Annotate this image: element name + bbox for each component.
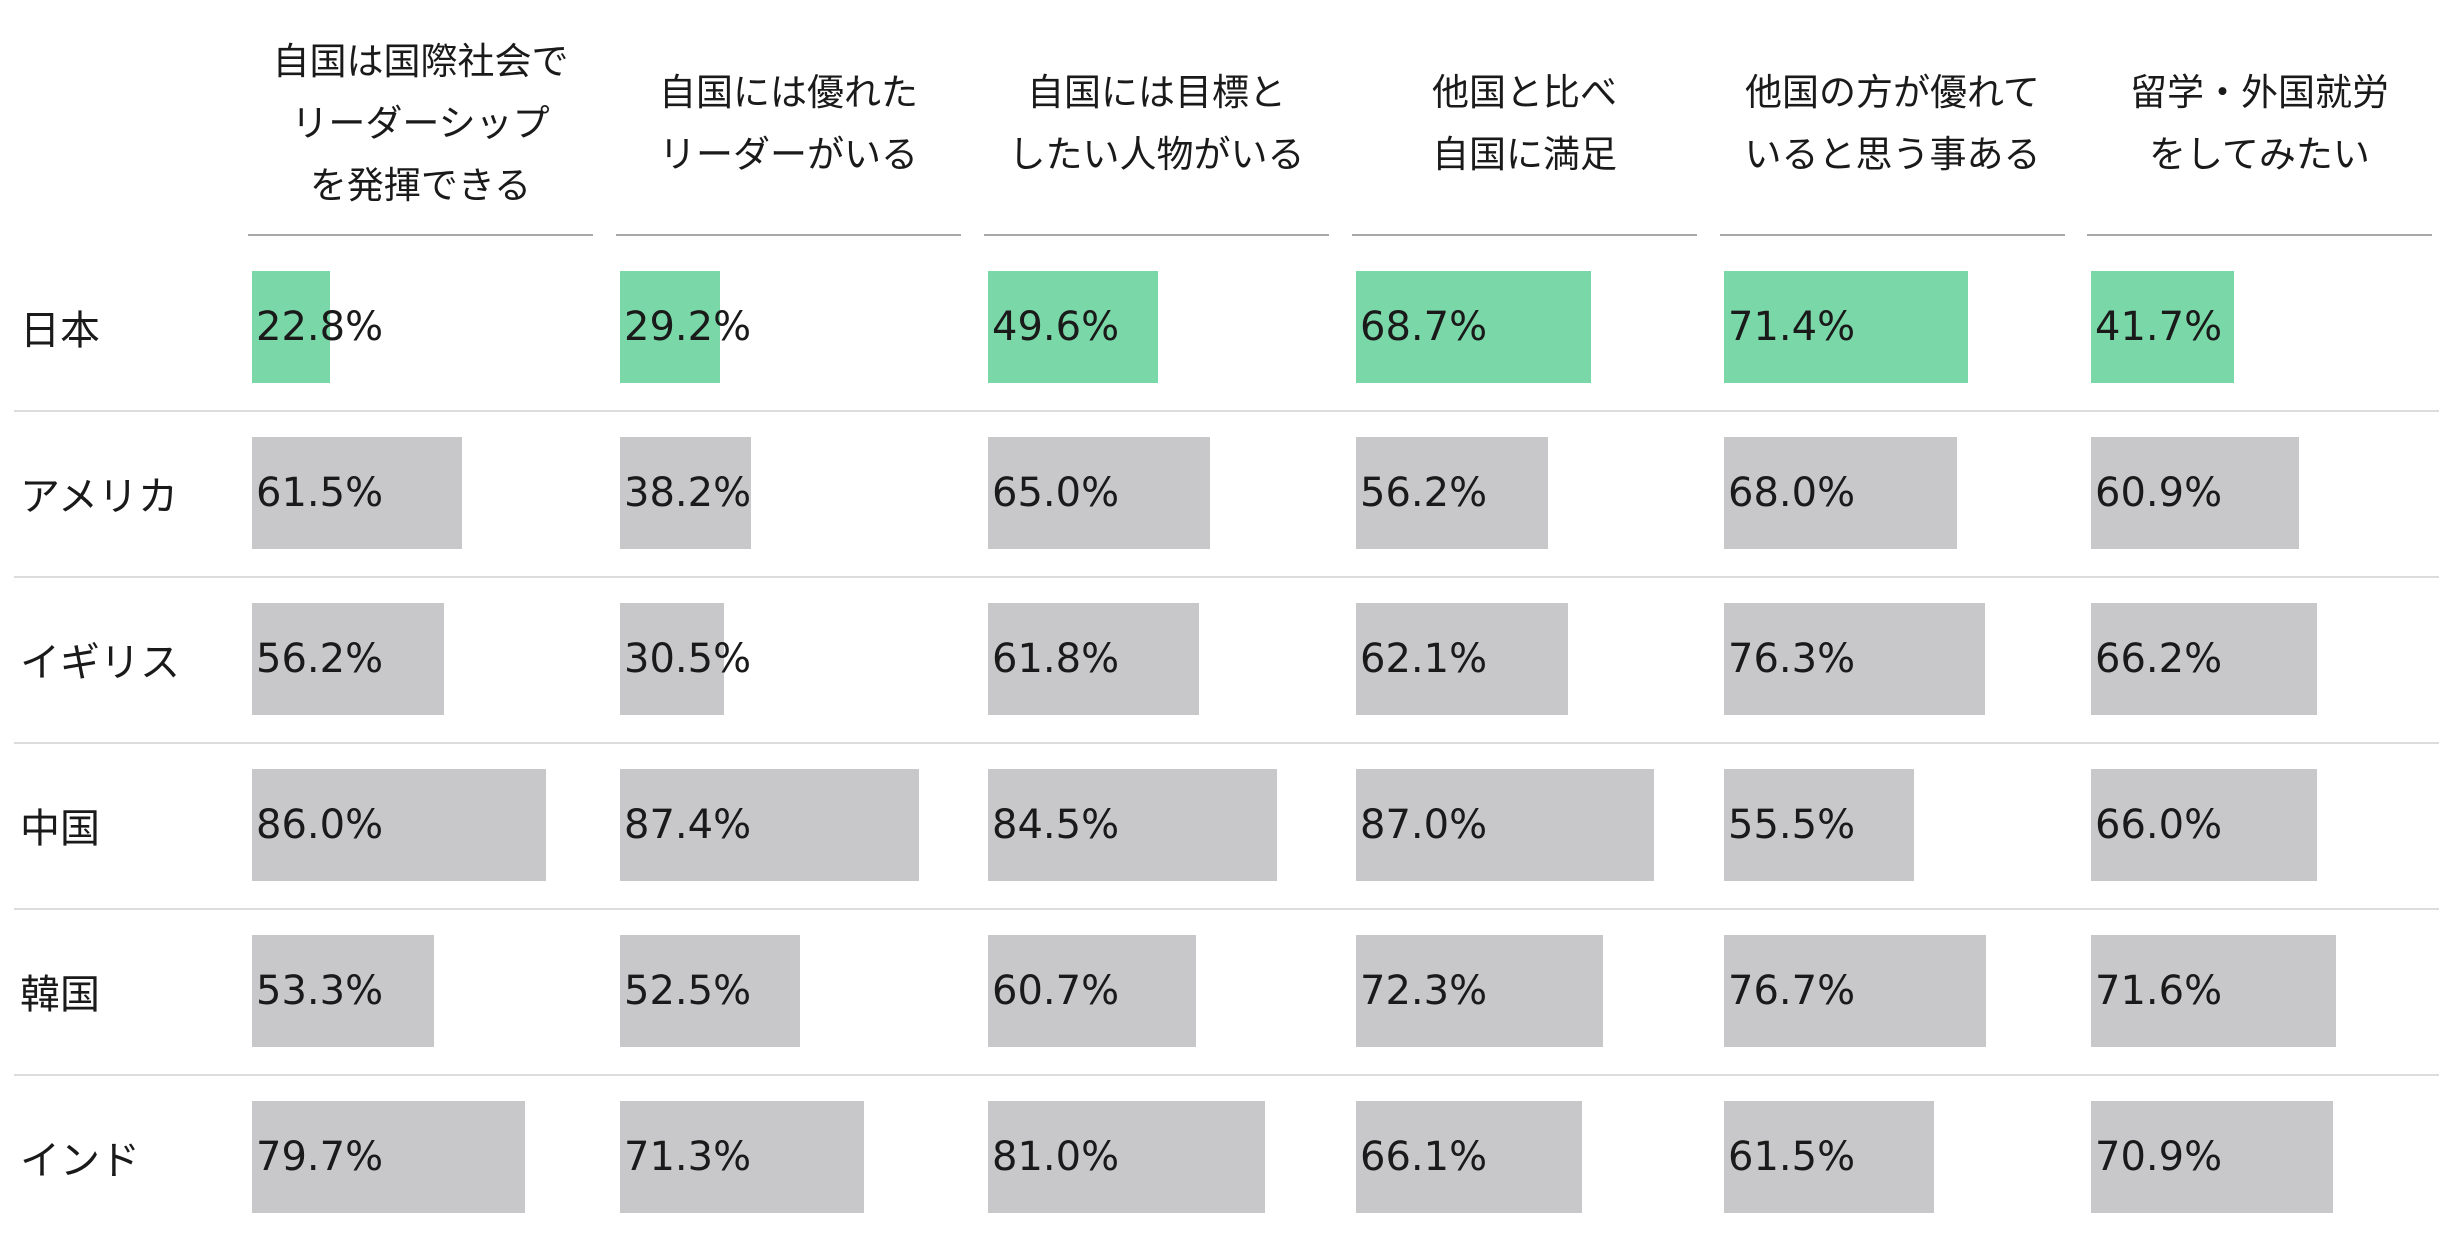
bar-value-label: 53.3%: [256, 968, 384, 1014]
row-divider: [14, 576, 2439, 578]
bar: [1724, 603, 1985, 715]
bar-highlight: [1724, 271, 1968, 383]
bar-highlight: [620, 271, 720, 383]
bar: [252, 935, 434, 1047]
column-header: 留学・外国就労 をしてみたい: [2130, 71, 2389, 176]
bar-value-label: 62.1%: [1360, 636, 1488, 682]
bar: [988, 1101, 1265, 1213]
bar-value-label: 68.0%: [1728, 470, 1856, 516]
bar-highlight: [988, 271, 1158, 383]
row-divider: [14, 908, 2439, 910]
bar: [2091, 603, 2317, 715]
bar: [988, 603, 1199, 715]
bar-value-label: 87.0%: [1360, 802, 1488, 848]
bar-value-label: 49.6%: [992, 304, 1120, 350]
bar: [2091, 437, 2299, 549]
bar: [252, 603, 444, 715]
bar-value-label: 65.0%: [992, 470, 1120, 516]
bar-value-label: 84.5%: [992, 802, 1120, 848]
bar-highlight: [252, 271, 330, 383]
bar-value-label: 41.7%: [2095, 304, 2223, 350]
bar-value-label: 22.8%: [256, 304, 384, 350]
bar: [988, 769, 1277, 881]
bar-value-label: 68.7%: [1360, 304, 1488, 350]
row-label: 日本: [20, 308, 100, 354]
bar-value-label: 79.7%: [256, 1134, 384, 1180]
bar-value-label: 76.7%: [1728, 968, 1856, 1014]
bar-value-label: 76.3%: [1728, 636, 1856, 682]
bar: [2091, 769, 2317, 881]
column-header-underline: [984, 234, 1329, 236]
bar-value-label: 71.6%: [2095, 968, 2223, 1014]
bar: [1356, 1101, 1582, 1213]
bar-value-label: 71.3%: [624, 1134, 752, 1180]
column-header-underline: [616, 234, 961, 236]
bar: [988, 437, 1210, 549]
bar: [1724, 935, 1986, 1047]
bar: [620, 935, 800, 1047]
bar-value-label: 66.1%: [1360, 1134, 1488, 1180]
bar: [1356, 935, 1603, 1047]
bar: [2091, 935, 2336, 1047]
bar: [1356, 437, 1548, 549]
bar-value-label: 30.5%: [624, 636, 752, 682]
bar-value-label: 60.9%: [2095, 470, 2223, 516]
bar-value-label: 70.9%: [2095, 1134, 2223, 1180]
bar: [1356, 603, 1568, 715]
column-header: 自国には目標と したい人物がいる: [1008, 71, 1305, 176]
bar: [620, 603, 724, 715]
bar: [620, 437, 751, 549]
row-label: インド: [20, 1138, 140, 1184]
bar-value-label: 72.3%: [1360, 968, 1488, 1014]
row-label: イギリス: [20, 640, 180, 686]
bar: [252, 1101, 525, 1213]
bar-value-label: 61.8%: [992, 636, 1120, 682]
bar: [1356, 769, 1654, 881]
row-label: 中国: [20, 806, 100, 852]
row-divider: [14, 410, 2439, 412]
column-header-underline: [1720, 234, 2065, 236]
bar-value-label: 81.0%: [992, 1134, 1120, 1180]
bar: [620, 1101, 864, 1213]
bar-highlight: [2091, 271, 2234, 383]
row-label: アメリカ: [20, 474, 178, 520]
column-header: 他国と比べ 自国に満足: [1432, 71, 1617, 176]
bar-value-label: 60.7%: [992, 968, 1120, 1014]
bar: [2091, 1101, 2333, 1213]
bar-value-label: 61.5%: [256, 470, 384, 516]
row-divider: [14, 742, 2439, 744]
bar-value-label: 66.0%: [2095, 802, 2223, 848]
bar-value-label: 87.4%: [624, 802, 752, 848]
bar-value-label: 56.2%: [1360, 470, 1488, 516]
bar-value-label: 61.5%: [1728, 1134, 1856, 1180]
bar-value-label: 66.2%: [2095, 636, 2223, 682]
bar-value-label: 86.0%: [256, 802, 384, 848]
bar-value-label: 38.2%: [624, 470, 752, 516]
column-header: 自国は国際社会で リーダーシップ を発揮できる: [272, 40, 569, 207]
column-header-underline: [248, 234, 593, 236]
bar: [1724, 769, 1914, 881]
column-header-underline: [1352, 234, 1697, 236]
row-label: 韓国: [20, 972, 100, 1018]
bar-value-label: 71.4%: [1728, 304, 1856, 350]
column-header-underline: [2087, 234, 2432, 236]
bar: [252, 437, 462, 549]
column-header: 自国には優れた リーダーがいる: [659, 71, 918, 176]
bar-highlight: [1356, 271, 1591, 383]
bar-value-label: 56.2%: [256, 636, 384, 682]
bar: [988, 935, 1196, 1047]
bar: [1724, 1101, 1934, 1213]
bar-value-label: 29.2%: [624, 304, 752, 350]
row-divider: [14, 1074, 2439, 1076]
bar: [1724, 437, 1957, 549]
bar-value-label: 55.5%: [1728, 802, 1856, 848]
bar-value-label: 52.5%: [624, 968, 752, 1014]
bar: [252, 769, 546, 881]
column-header: 他国の方が優れて いると思う事ある: [1744, 71, 2041, 176]
bar: [620, 769, 919, 881]
